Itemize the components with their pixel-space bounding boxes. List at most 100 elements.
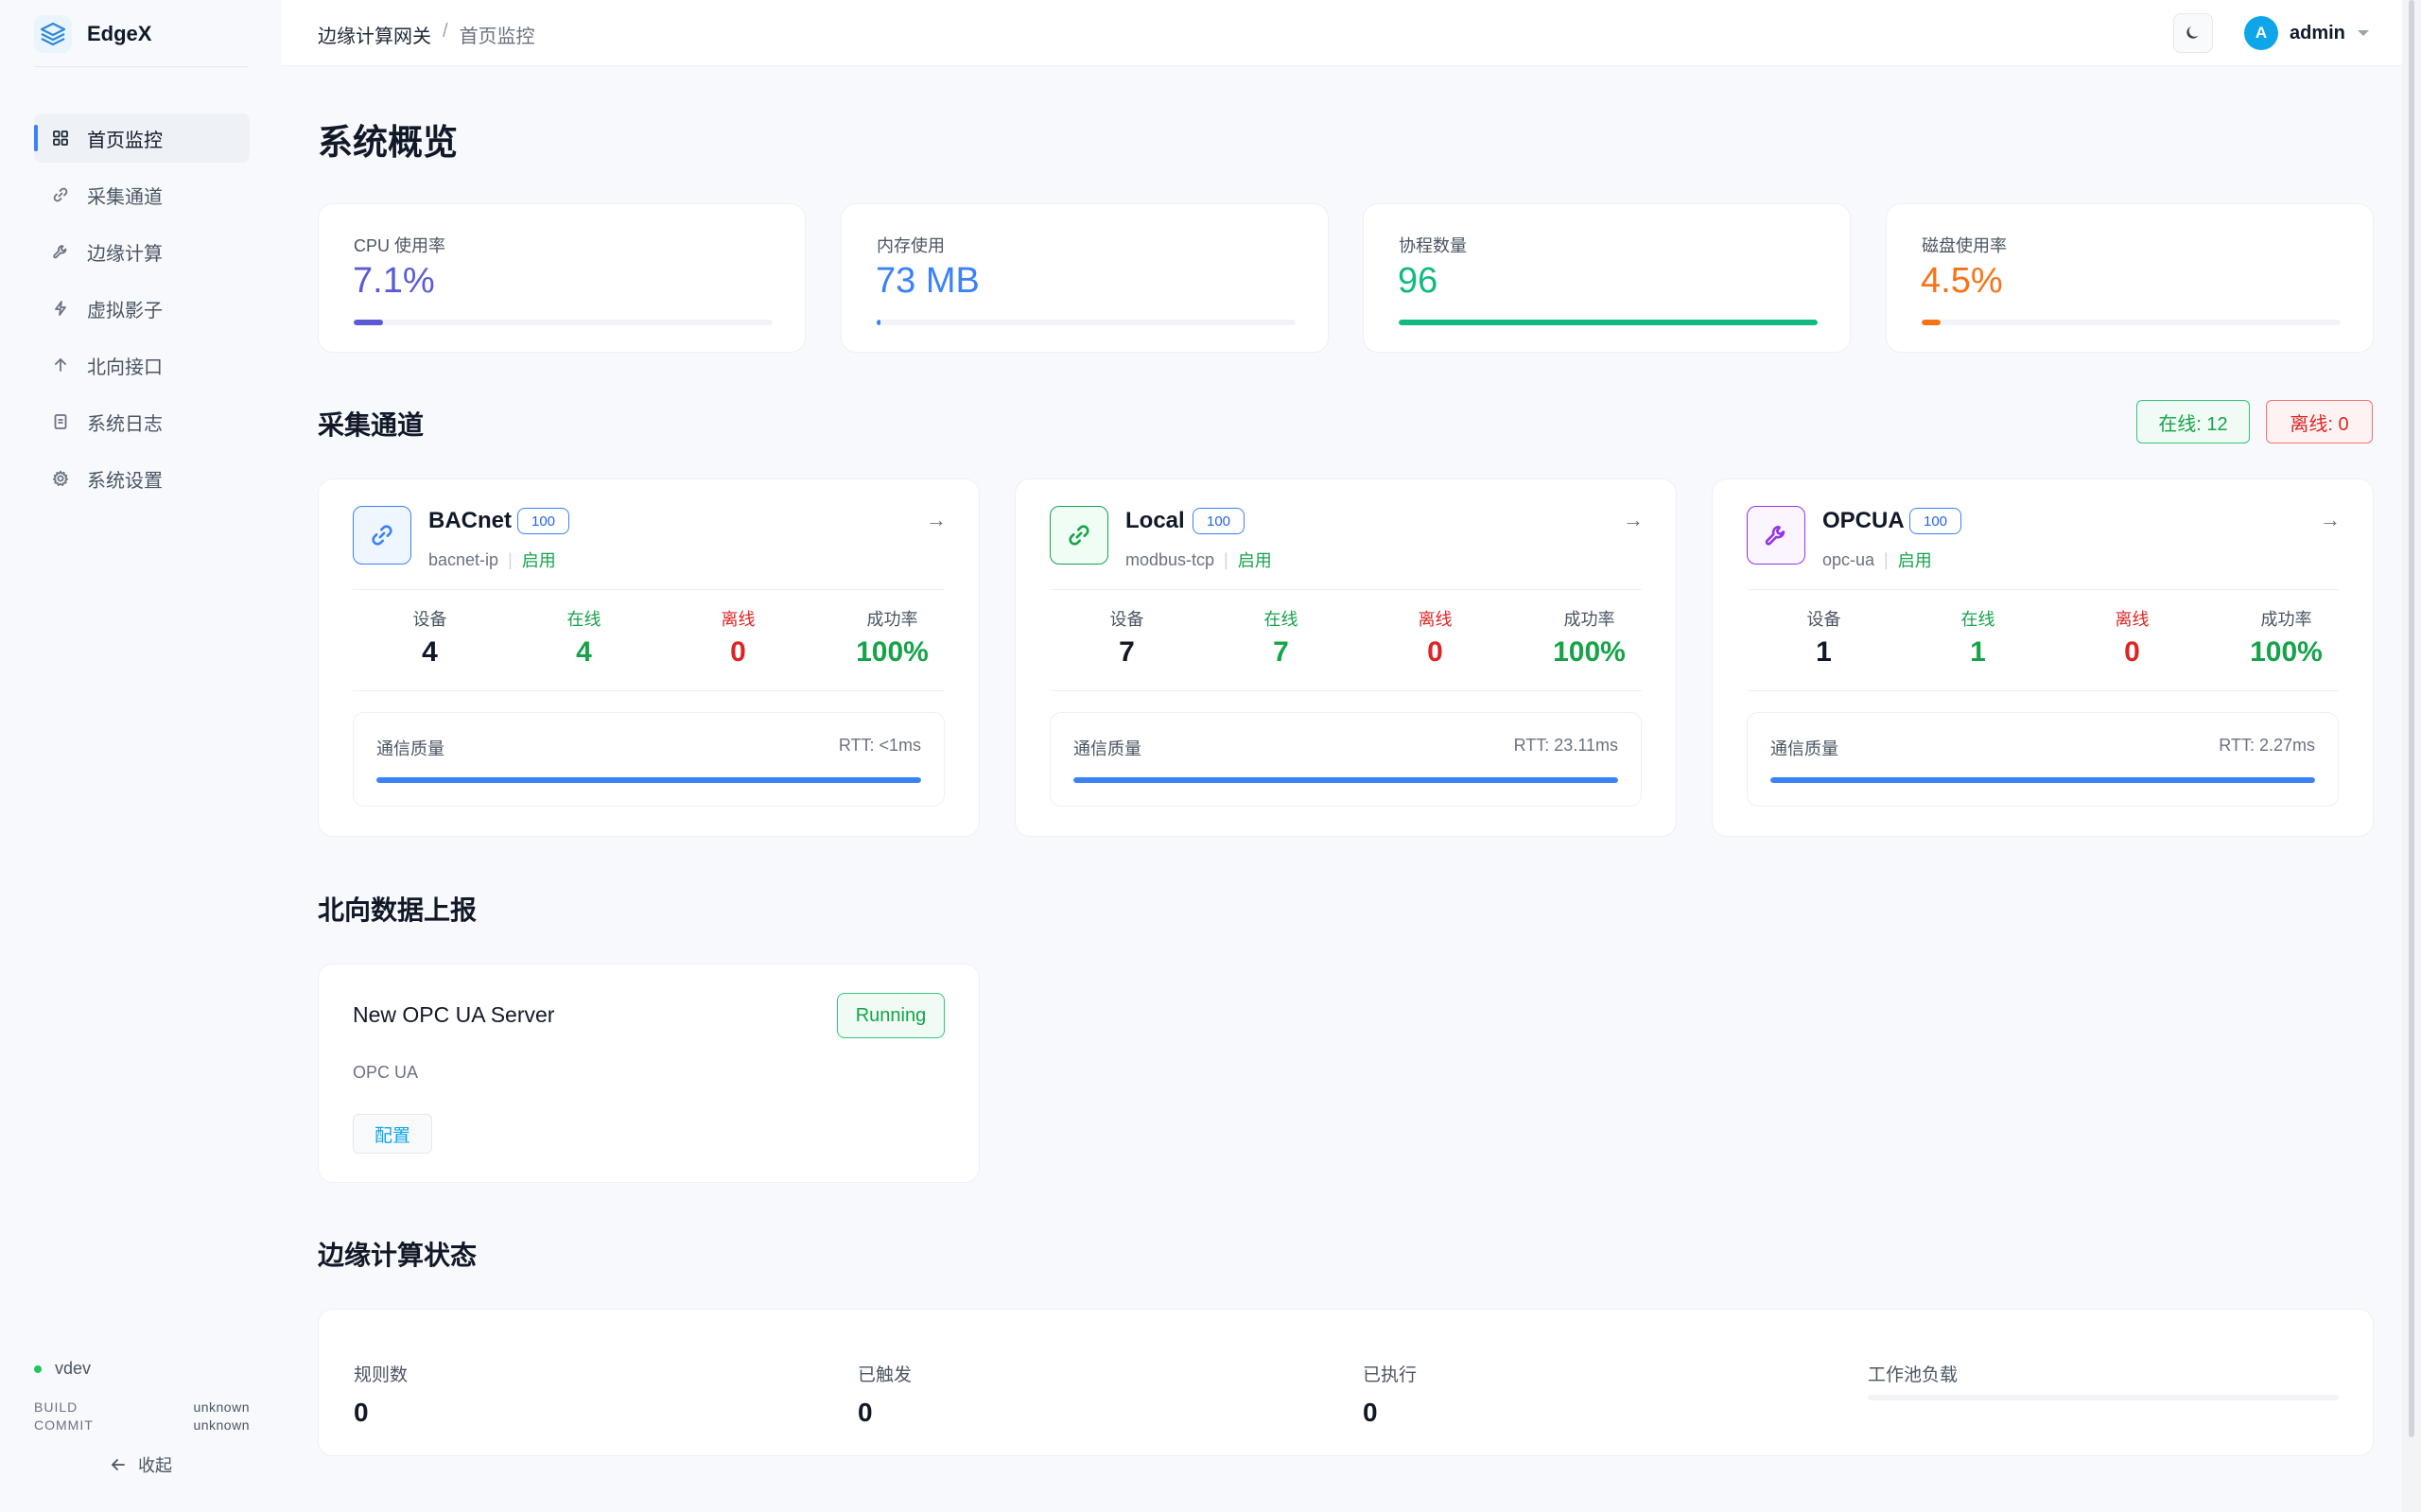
stat-success: 成功率 100% [2209, 606, 2363, 669]
channel-stats: 设备 1 在线 1 离线 0 成功率 100% [1747, 606, 2363, 669]
sidebar-item-logs[interactable]: 系统日志 [34, 397, 250, 446]
brand[interactable]: EdgeX [34, 13, 151, 55]
meta-divider: | [1224, 549, 1228, 569]
stat-success-value: 100% [1553, 636, 1626, 668]
stat-offline-value: 0 [2124, 636, 2140, 668]
stat-value: 7.1% [353, 261, 435, 301]
quality-fill [376, 777, 921, 783]
sidebar-item-label: 边缘计算 [87, 243, 163, 265]
sidebar-item-virtual-shadow[interactable]: 虚拟影子 [34, 284, 250, 333]
stat-success-label: 成功率 [1563, 610, 1615, 629]
offline-count-badge[interactable]: 离线: 0 [2266, 400, 2373, 443]
status-dot-icon [34, 1364, 42, 1373]
sidebar-item-settings[interactable]: 系统设置 [34, 454, 250, 503]
stat-online-label: 在线 [1960, 610, 1995, 629]
gear-icon [51, 469, 70, 488]
rules-value: 0 [354, 1398, 369, 1427]
user-menu[interactable]: A admin [2244, 16, 2370, 50]
quality-fill [1770, 777, 2315, 783]
vertical-scrollbar[interactable] [2402, 0, 2421, 1512]
sidebar-item-northbound[interactable]: 北向接口 [34, 340, 250, 390]
stat-offline-label: 离线 [1418, 610, 1453, 629]
channel-tag: 100 [1193, 508, 1245, 534]
edge-rules: 规则数 0 [354, 1361, 408, 1428]
channel-icon [353, 506, 411, 565]
channel-protocol: opc-ua [1822, 549, 1875, 569]
layers-logo-icon [34, 15, 72, 53]
divider [1747, 589, 2339, 590]
edge-executed: 已执行 0 [1363, 1361, 1417, 1428]
arrow-right-icon[interactable]: → [2320, 508, 2341, 531]
status-badge: Running [837, 993, 945, 1038]
stat-offline-label: 离线 [721, 610, 756, 629]
stat-label: CPU 使用率 [354, 236, 446, 255]
scroll-thumb[interactable] [2409, 0, 2414, 1437]
quality-panel: 通信质量 RTT: 23.11ms [1050, 712, 1642, 807]
quality-track [1770, 777, 2315, 783]
grid-icon [51, 129, 70, 148]
meta-divider: | [1884, 549, 1889, 569]
quality-label: 通信质量 [1073, 739, 1141, 758]
edge-pool: 工作池负载 [1868, 1361, 1958, 1386]
stat-devices: 设备 7 [1050, 606, 1204, 669]
channel-protocol: modbus-tcp [1125, 549, 1215, 569]
sidebar-item-dashboard[interactable]: 首页监控 [34, 113, 250, 163]
stat-success-label: 成功率 [866, 610, 918, 629]
divider [353, 690, 945, 691]
channel-stats: 设备 4 在线 4 离线 0 成功率 100% [353, 606, 969, 669]
theme-toggle-button[interactable] [2173, 13, 2213, 53]
arrow-right-icon[interactable]: → [926, 508, 947, 531]
link-icon [51, 185, 70, 204]
stat-devices-value: 4 [422, 636, 438, 668]
sidebar-item-label: 虚拟影子 [87, 300, 163, 322]
collapse-button[interactable]: 收起 [110, 1452, 172, 1477]
sidebar-nav: 首页监控 采集通道 边缘计算 虚拟影子 北向接口 [34, 113, 250, 511]
pool-label: 工作池负载 [1868, 1365, 1959, 1385]
rtt-value: RTT: 2.27ms [2219, 736, 2315, 755]
meta-divider: | [508, 549, 513, 569]
sidebar-item-label: 北向接口 [87, 356, 163, 378]
channel-card-bacnet[interactable]: BACnet 100 bacnet-ip | 启用 → 设备 4 在线 4 离线 0 … [318, 478, 980, 837]
breadcrumb-root[interactable]: 边缘计算网关 [318, 26, 431, 47]
wrench-icon [51, 242, 70, 261]
stat-value: 4.5% [1921, 261, 2003, 301]
channel-icon [1050, 506, 1108, 565]
stat-label: 协程数量 [1399, 236, 1467, 255]
edge-section-title: 边缘计算状态 [318, 1241, 478, 1270]
stat-card-disk: 磁盘使用率 4.5% [1886, 203, 2374, 353]
edge-status-card: 规则数 0 已触发 0 已执行 0 工作池负载 [318, 1309, 2374, 1456]
link-icon [372, 525, 392, 546]
sidebar: EdgeX 首页监控 采集通道 边缘计算 虚拟影子 [0, 0, 282, 1512]
breadcrumb-separator: / [443, 21, 448, 42]
arrow-right-icon[interactable]: → [1623, 508, 1644, 531]
sidebar-item-channels[interactable]: 采集通道 [34, 170, 250, 219]
stat-devices-label: 设备 [1806, 610, 1841, 629]
sidebar-item-edge-compute[interactable]: 边缘计算 [34, 227, 250, 276]
triggered-value: 0 [858, 1398, 873, 1427]
stat-progress-track [354, 320, 773, 325]
stat-online-value: 7 [1273, 636, 1289, 668]
channel-status: 启用 [1897, 551, 1932, 570]
channels-section-title: 采集通道 [318, 410, 425, 440]
stat-card-cpu: CPU 使用率 7.1% [318, 203, 806, 353]
breadcrumb-current: 首页监控 [459, 26, 535, 47]
quality-fill [1073, 777, 1618, 783]
stat-label: 内存使用 [877, 236, 945, 255]
stat-offline-label: 离线 [2115, 610, 2150, 629]
stat-devices-value: 7 [1119, 636, 1135, 668]
channel-card-local[interactable]: Local 100 modbus-tcp | 启用 → 设备 7 在线 7 离线 0 … [1015, 478, 1677, 837]
stat-offline-value: 0 [730, 636, 746, 668]
channel-meta: modbus-tcp | 启用 [1125, 547, 1272, 572]
config-button[interactable]: 配置 [353, 1114, 432, 1154]
divider [1050, 690, 1642, 691]
channel-meta: opc-ua | 启用 [1822, 547, 1932, 572]
stat-online: 在线 4 [507, 606, 661, 669]
online-count-badge[interactable]: 在线: 12 [2136, 400, 2250, 443]
divider [353, 589, 945, 590]
brand-name: EdgeX [87, 22, 152, 45]
channel-card-opcua[interactable]: OPCUA 100 opc-ua | 启用 → 设备 1 在线 1 离线 0 成功率 1… [1712, 478, 2374, 837]
wrench-icon [1765, 526, 1785, 546]
stat-online-value: 1 [1970, 636, 1986, 668]
stat-value: 96 [1398, 261, 1438, 301]
stat-devices: 设备 1 [1747, 606, 1901, 669]
